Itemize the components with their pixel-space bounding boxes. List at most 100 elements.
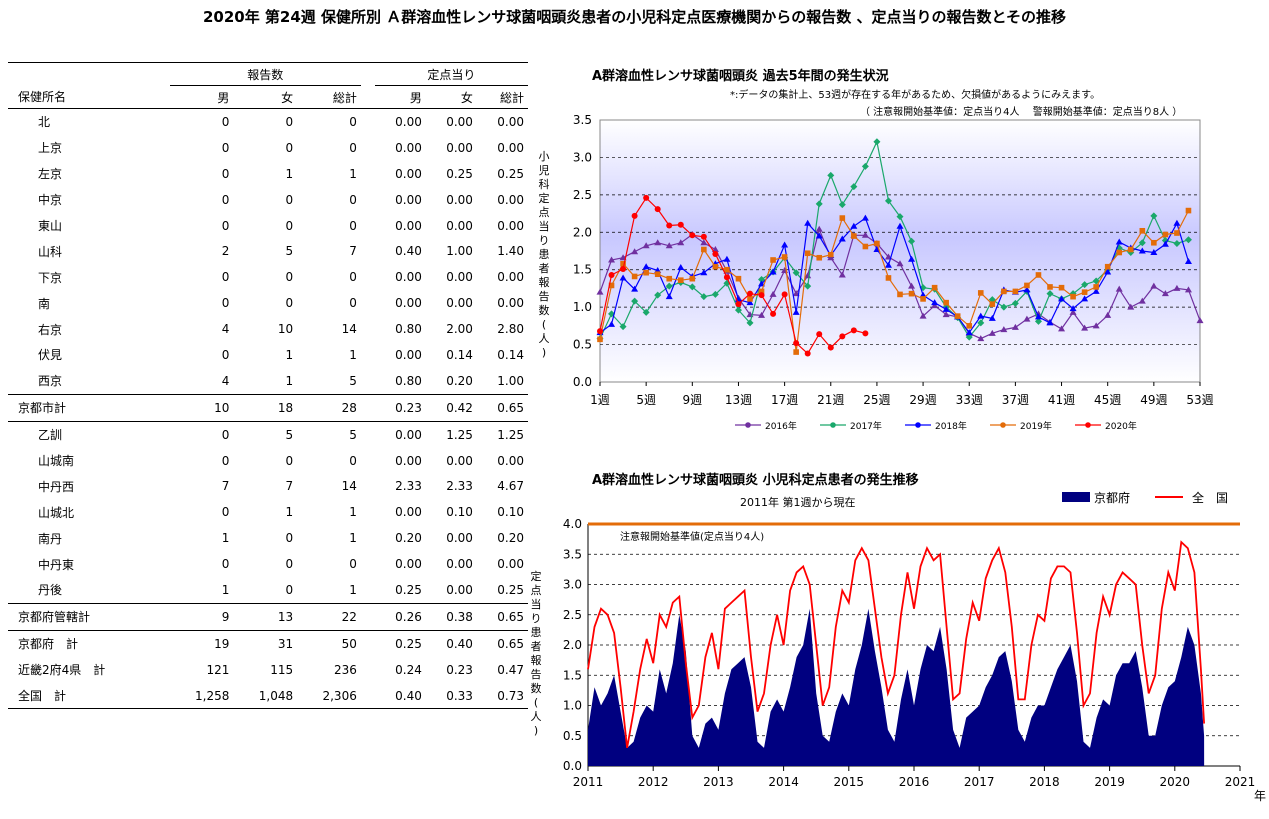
series-point [1081,289,1088,295]
series-point [1046,319,1054,326]
table-cell: 0 [349,296,357,311]
table-cell: 7 [221,479,230,494]
series-point [1127,246,1134,253]
row-name: 上京 [38,141,63,156]
series-point [735,275,742,282]
series-point [1000,303,1008,311]
table-cell: 5 [285,427,294,442]
table-cell: 1 [221,531,230,546]
series-point [815,225,823,232]
series-point [954,313,961,319]
series-point [1162,231,1169,238]
legend-label: 2016年 [765,420,797,432]
table-cell: 0.33 [425,682,477,710]
y-axis-label-char: り [539,234,550,247]
table-cell: 14 [341,322,357,337]
series-point [712,250,719,257]
series-point [1001,288,1007,295]
series-point [908,282,916,289]
series-point [804,219,812,226]
table-cell: 0.80 [395,322,422,337]
y-tick-label: 1.5 [573,263,592,277]
series-point [988,314,996,321]
series-point [885,275,892,281]
series-point [966,323,973,329]
table-row: 山城南 0 0 0 0.00 0.00 0.00 [8,448,528,474]
y-axis-label-char: 科 [539,177,550,191]
legend-label: 2017年 [850,420,882,432]
table-cell: 4.67 [497,479,524,494]
table-row: 南 0 0 0 0.00 0.00 0.00 [8,290,528,316]
row-name: 北 [38,115,51,130]
table-cell: 1 [349,166,357,181]
series-point [1115,238,1123,245]
table-cell: 0.40 [374,682,426,710]
table-cell: 4 [221,373,230,388]
table-cell: 0.00 [395,218,422,233]
table-row: 山科 2 5 7 0.40 1.00 1.40 [8,238,528,264]
table-body: 北 0 0 0 0.00 0.00 0.00 上京 0 0 0 0.00 0.00 0.00 左京 0 1 1 0.… [8,109,528,710]
y-axis-label-char: 患 [539,248,550,261]
table-cell: 50 [341,636,357,651]
series-point [723,255,731,262]
table-cell: 2.33 [446,479,473,494]
series-point [1138,297,1146,304]
y-axis-label-char: 当 [539,219,550,233]
series-point [654,291,662,299]
series-point [884,261,892,268]
table-cell: 13 [233,602,298,631]
x-tick-label: 41週 [1048,393,1075,407]
table-cell: 0 [221,192,230,207]
table-cell: 0.00 [497,270,524,285]
series-point [1115,285,1123,292]
table-cell: 0.25 [395,636,422,651]
table-cell: 5 [349,427,357,442]
y-axis-label-char: 定 [539,191,550,205]
report-table: 報告数 定点当り 保健所名 男 女 総計 男 女 総計 北 0 0 0 0.00 0.00… [8,62,528,710]
table-cell: 1 [285,505,294,520]
y-tick-label: 0.5 [573,338,592,352]
series-point [1047,284,1053,290]
series-point [596,288,604,295]
series-point [884,197,892,205]
y-axis-label-char: 当 [531,597,542,611]
x-tick-label: 13週 [725,393,752,407]
y-axis-label-char: 定 [531,569,542,583]
y-tick-label: 0.0 [563,759,582,773]
y-tick-label: 3.5 [573,113,592,127]
legend-label: 2019年 [1020,420,1052,432]
table-cell: 0 [349,453,357,468]
series-point [758,288,765,295]
series-point [689,232,696,239]
series-point [701,246,707,253]
x-tick-label: 25週 [863,393,890,407]
table-cell: 0 [221,427,230,442]
table-row: 上京 0 0 0 0.00 0.00 0.00 [8,135,528,161]
table-cell: 0 [349,557,357,572]
table-row: 左京 0 1 1 0.00 0.25 0.25 [8,161,528,187]
row-name: 東山 [38,219,63,233]
row-name: 近畿2府4県 計 [18,663,106,678]
table-cell: 0 [221,296,230,311]
table-row: 京都市計 10 18 28 0.23 0.42 0.65 [8,393,528,422]
table-cell: 0 [221,140,230,155]
series-point [942,311,950,318]
table-cell: 0.25 [446,166,473,181]
name-header: 保健所名 [8,85,170,109]
row-name: 伏見 [38,348,63,363]
y-axis-label-char: 数 [539,304,550,317]
series-point [735,301,742,308]
series-point [1127,303,1135,310]
chart-note: *:データの集計上、53週が存在する年があるため、欠損値があるようにみえます。 [730,88,1100,101]
table-cell: 0.25 [497,166,524,181]
row-name: 山科 [38,244,63,259]
table-cell: 2 [221,244,230,259]
table-cell: 1.00 [446,244,473,259]
table-row: 京都府管轄計 9 13 22 0.26 0.38 0.65 [8,602,528,631]
table-cell: 0.00 [446,296,473,311]
column-gap [361,109,375,135]
series-point [1011,323,1019,330]
sub-header: 男 [374,85,426,109]
table-row: 山城北 0 1 1 0.00 0.10 0.10 [8,499,528,525]
column-gap [361,290,375,316]
